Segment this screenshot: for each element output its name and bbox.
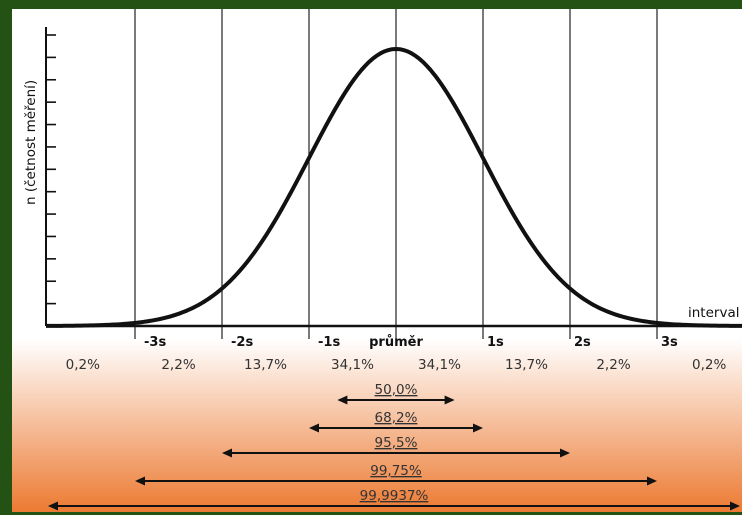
range-arrows: 50,0% 68,2% 95,5% 99,75% 99,9937%	[48, 382, 740, 511]
band-percentage: 0,2%	[692, 357, 726, 373]
range-arrowhead-right	[473, 423, 483, 433]
range-arrowhead-right	[444, 395, 455, 405]
band-percentage: 13,7%	[244, 357, 287, 373]
range-arrowhead-left	[337, 395, 348, 405]
range-arrowhead-left	[309, 423, 319, 433]
sigma-label: -3s	[144, 335, 166, 350]
range-arrowhead-left	[135, 476, 145, 486]
band-percentage: 34,1%	[331, 357, 374, 373]
sigma-label: 2s	[574, 335, 591, 350]
band-percentage: 2,2%	[161, 357, 195, 373]
range-arrowhead-right	[647, 476, 657, 486]
sigma-labels: -3s -2s -1s průměr 1s 2s 3s	[144, 335, 678, 350]
sigma-label: 3s	[661, 335, 678, 350]
range-label: 99,75%	[370, 463, 422, 479]
range-arrow: 68,2%	[309, 410, 483, 433]
sigma-label: průměr	[369, 335, 423, 350]
band-percentage: 13,7%	[505, 357, 548, 373]
percentage-panel	[12, 339, 742, 512]
sigma-label: 1s	[487, 335, 504, 350]
range-arrowhead-right	[560, 448, 570, 458]
range-label: 68,2%	[375, 410, 418, 426]
range-arrow: 95,5%	[222, 435, 570, 458]
range-label: 50,0%	[375, 382, 418, 398]
y-axis-ticks	[46, 34, 56, 305]
band-percentage: 2,2%	[596, 357, 630, 373]
sigma-gridlines	[134, 9, 658, 339]
normal-distribution-diagram: n (četnost měření) interval -3s -2s -1s prů…	[12, 9, 742, 512]
range-arrow: 50,0%	[337, 382, 455, 405]
y-axis-label: n (četnost měření)	[23, 80, 39, 205]
sigma-label: -1s	[318, 335, 340, 350]
gaussian-curve	[45, 46, 742, 328]
range-arrowhead-left	[222, 448, 232, 458]
band-percentages: 0,2% 2,2% 13,7% 34,1% 34,1% 13,7% 2,2% 0,2%	[66, 357, 727, 373]
plot-background	[12, 9, 742, 339]
range-label: 99,9937%	[360, 488, 429, 504]
range-arrowhead-right	[730, 501, 740, 511]
range-arrow: 99,75%	[135, 463, 657, 486]
range-arrowhead-left	[48, 501, 58, 511]
range-label: 95,5%	[375, 435, 418, 451]
x-axis-label: interval	[688, 305, 739, 321]
sigma-label: -2s	[231, 335, 253, 350]
band-percentage: 0,2%	[66, 357, 100, 373]
band-percentage: 34,1%	[418, 357, 461, 373]
range-arrow: 99,9937%	[48, 488, 740, 511]
